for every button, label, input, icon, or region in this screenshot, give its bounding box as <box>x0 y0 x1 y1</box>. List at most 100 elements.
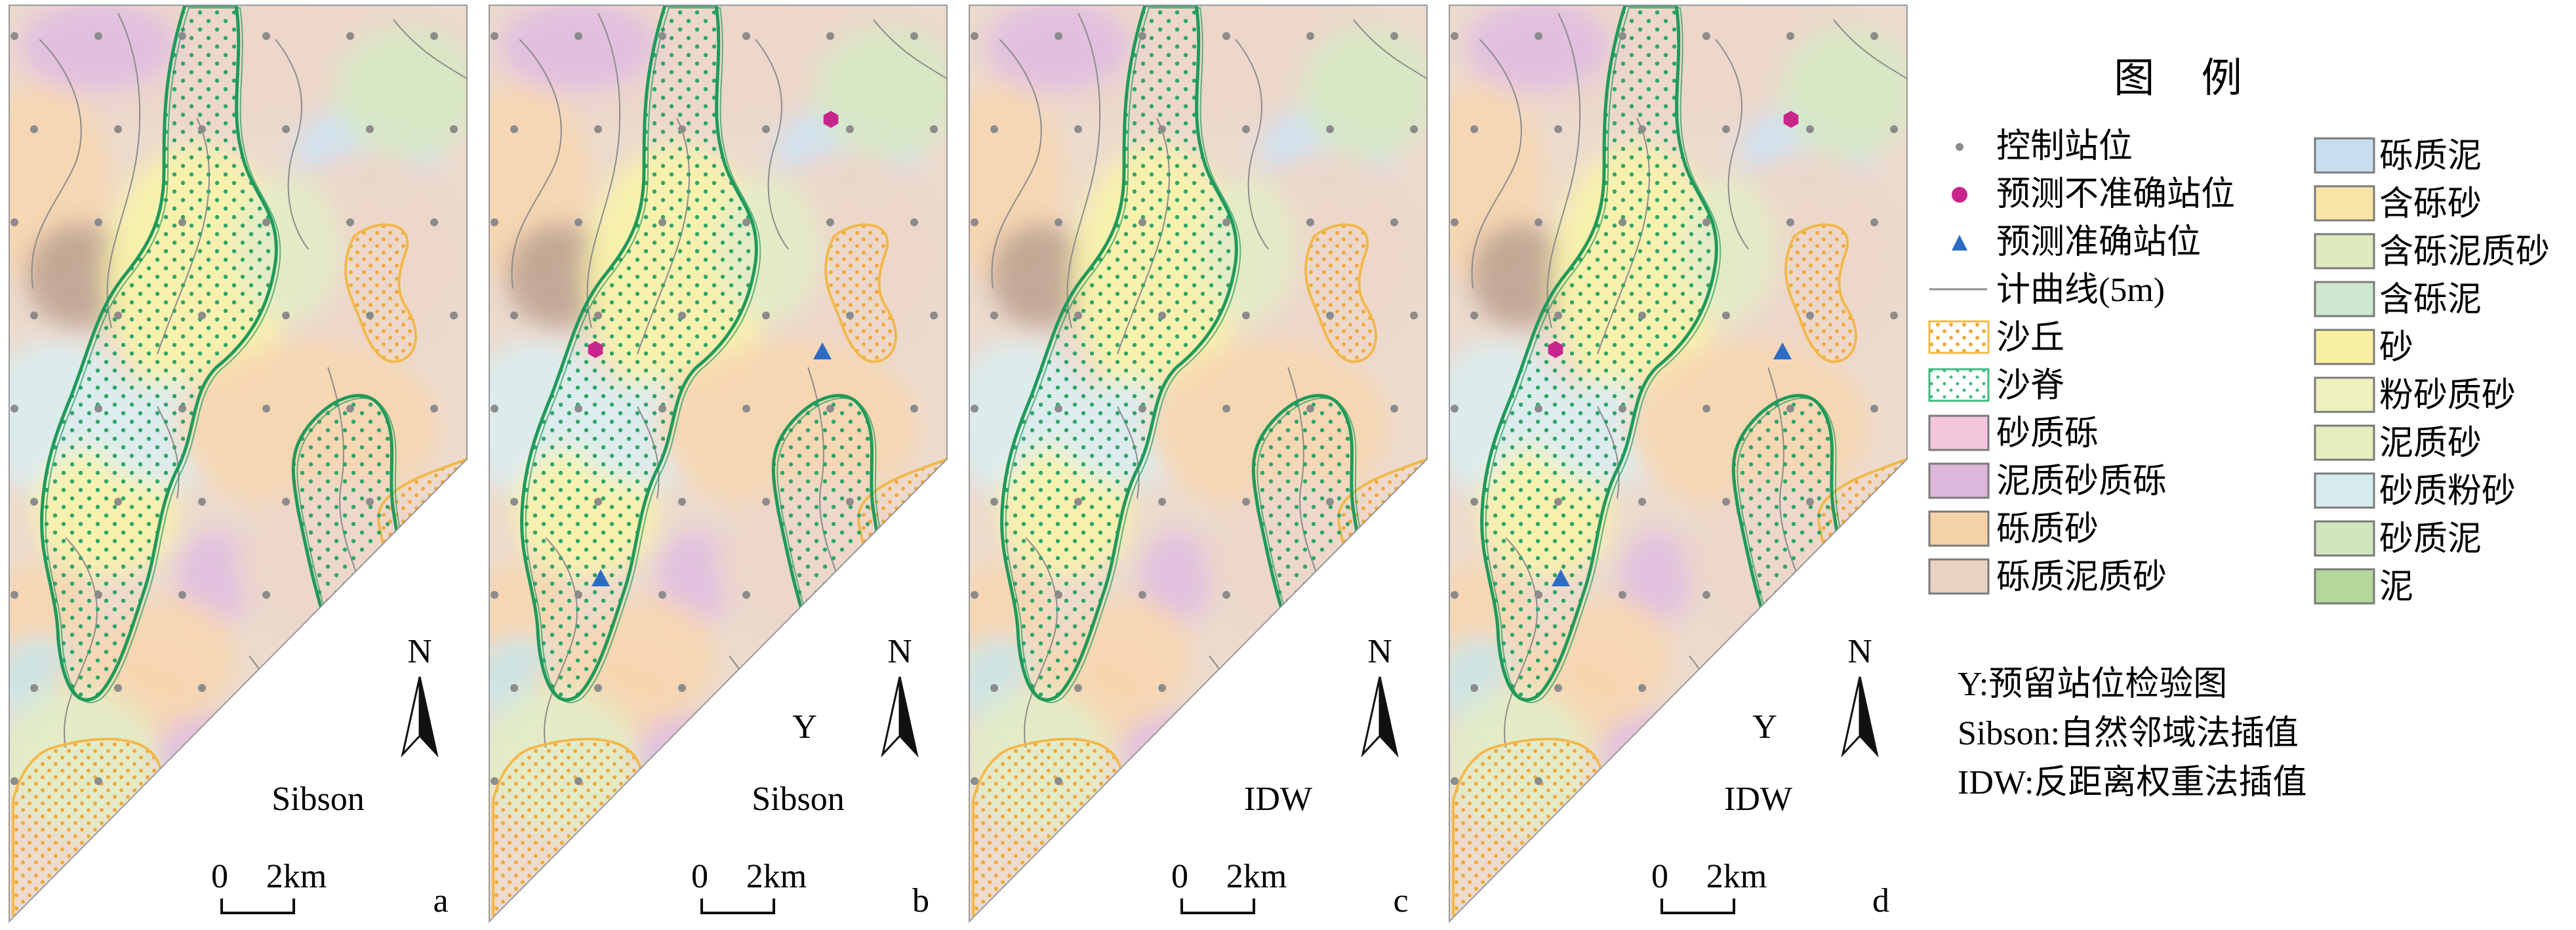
ridge-area <box>1000 5 1238 702</box>
contour-line <box>755 39 789 250</box>
control-station-dot <box>1222 591 1230 599</box>
legend-sediment-item: 砂质泥 <box>2314 520 2482 558</box>
control-station-dot <box>30 684 38 692</box>
control-station-dot <box>94 777 102 785</box>
control-station-dot <box>366 125 374 133</box>
control-station-dot <box>1055 591 1062 599</box>
legend-label: 含砾砂 <box>2379 186 2482 223</box>
control-station-dot <box>198 125 206 133</box>
control-station-dot <box>971 218 978 226</box>
control-station-dot <box>1410 312 1418 319</box>
legend-sediment-item: 含砾砂 <box>2314 185 2482 223</box>
legend-sediment-item: 粉砂质砂 <box>2314 376 2516 414</box>
control-station-dot <box>1242 498 1250 506</box>
control-station-dot <box>1470 312 1478 319</box>
legend-label: 泥 <box>2379 569 2413 606</box>
control-station-dot <box>346 218 354 226</box>
control-station-dot <box>10 218 18 226</box>
control-station-dot <box>846 312 854 319</box>
check-label: Y <box>1752 708 1777 746</box>
sediment-swatch <box>1928 462 1990 499</box>
control-station-dot <box>10 591 18 599</box>
control-station-dot <box>491 218 498 226</box>
scale-bar: 0 2km <box>1171 858 1287 914</box>
control-station-dot <box>1638 312 1646 319</box>
dune-area <box>12 737 166 916</box>
control-station-dot <box>1786 405 1794 413</box>
control-station-dot <box>94 32 102 40</box>
map-panel-b: N Y Sibson 0 2km b <box>489 5 948 923</box>
legend-label: 泥质砂质砾 <box>1996 463 2167 500</box>
sediment-swatch <box>1928 558 1990 595</box>
control-station-dot <box>971 405 978 413</box>
ridge-area <box>1480 5 1718 702</box>
dune-area <box>824 223 897 363</box>
control-station-dot <box>1306 218 1314 226</box>
legend-sediment-item: 砾质砂 <box>1928 510 2099 548</box>
control-station-dot <box>366 312 374 319</box>
legend-sediment-item: 砾质泥质砂 <box>1928 558 2167 596</box>
control-station-dot <box>30 312 38 319</box>
control-station-dot <box>1158 498 1166 506</box>
control-station-dot <box>594 312 602 319</box>
contour-line <box>275 39 309 250</box>
control-station-dot <box>282 125 290 133</box>
control-station-dot <box>1055 32 1062 40</box>
control-station-dot <box>1074 312 1082 319</box>
control-station-dot <box>1870 405 1878 413</box>
control-stations <box>10 32 458 785</box>
control-station-dot <box>178 218 186 226</box>
north-arrow: N <box>1841 633 1879 758</box>
control-station-dot <box>491 405 498 413</box>
control-station-dot <box>1535 405 1542 413</box>
contour-line <box>1353 19 1427 79</box>
control-station-dot <box>1326 125 1334 133</box>
control-station-dot <box>1410 125 1418 133</box>
sediment-zone <box>1620 531 1693 623</box>
legend-notes: Y:预留站位检验图 Sibson:自然邻域法插值 IDW:反距离权重法插值 <box>1958 666 2306 801</box>
control-station-dot <box>1055 218 1062 226</box>
control-station-dot <box>346 405 354 413</box>
control-station-dot <box>826 405 834 413</box>
control-station-dot <box>1138 32 1146 40</box>
control-station-dot <box>198 312 206 319</box>
control-station-dot <box>1619 32 1626 40</box>
map-frame <box>489 5 948 923</box>
sediment-swatch <box>2314 472 2375 509</box>
map-frame <box>1449 5 1908 923</box>
dune-area <box>1452 737 1606 916</box>
control-station-dot <box>1326 312 1334 319</box>
control-station-dot <box>658 591 666 599</box>
control-station-dot <box>762 125 770 133</box>
control-station-dot <box>1638 684 1646 692</box>
control-station-dot <box>1806 498 1814 506</box>
control-station-dot <box>510 684 518 692</box>
control-station-dot <box>678 498 686 506</box>
control-station-dot <box>1451 405 1459 413</box>
control-station-dot <box>1554 684 1562 692</box>
control-station-dot <box>678 125 686 133</box>
control-station-dot <box>198 498 206 506</box>
control-station-dot <box>762 312 770 319</box>
contour-line <box>991 39 1042 289</box>
control-station-dot <box>1702 218 1710 226</box>
sediment-zone <box>1780 26 1907 157</box>
sediment-zone <box>1300 26 1427 157</box>
control-station-dot <box>1222 218 1230 226</box>
sediment-zone <box>815 26 947 157</box>
control-station-dot <box>450 125 458 133</box>
north-label: N <box>1367 633 1392 670</box>
accurate-station-icon <box>1952 235 1967 251</box>
control-station-dot <box>1890 312 1898 319</box>
control-station-dot <box>846 498 854 506</box>
contour-line <box>511 39 562 289</box>
legend-sediment-item: 砂 <box>2314 329 2413 367</box>
control-station-dot <box>658 218 666 226</box>
contour-line <box>1235 39 1269 250</box>
control-station-dot <box>1242 125 1250 133</box>
control-station-dot <box>1158 312 1166 319</box>
control-station-dot <box>742 32 750 40</box>
map-frame <box>969 5 1428 923</box>
control-station-dot <box>198 684 206 692</box>
control-station-dot <box>1702 591 1710 599</box>
